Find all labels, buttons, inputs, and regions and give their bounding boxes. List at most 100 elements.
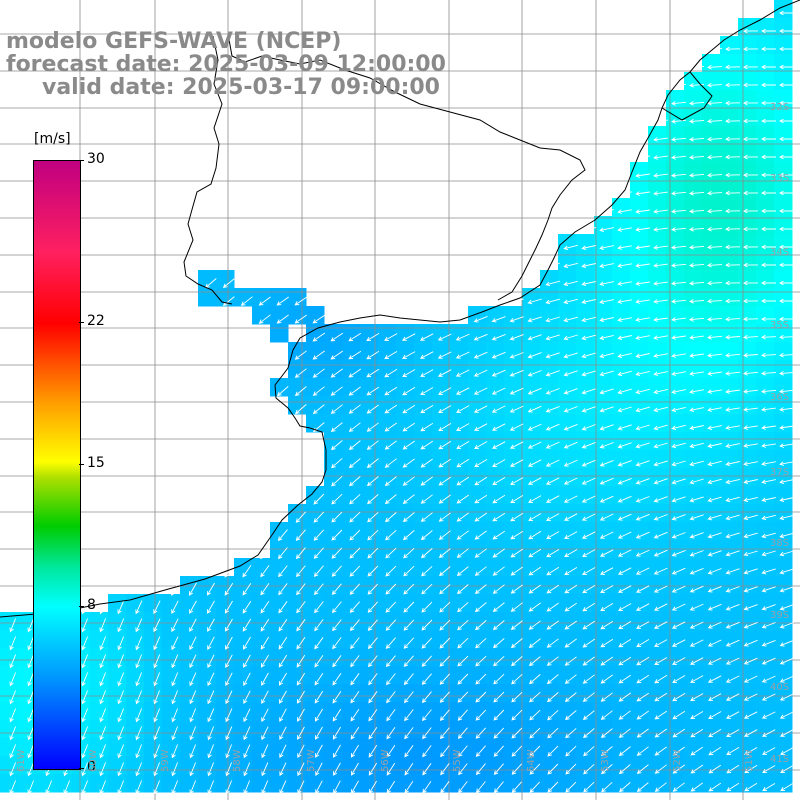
wind-arrow bbox=[599, 406, 614, 413]
wind-speed-cell bbox=[666, 90, 685, 109]
wind-arrow bbox=[743, 675, 758, 683]
wind-speed-cell bbox=[486, 522, 505, 541]
wind-arrow bbox=[707, 172, 723, 178]
wind-arrow bbox=[653, 155, 668, 160]
wind-speed-cell bbox=[630, 432, 649, 451]
wind-arrow bbox=[368, 709, 378, 722]
wind-arrow bbox=[171, 762, 179, 777]
wind-arrow bbox=[404, 745, 414, 758]
wind-speed-cell bbox=[270, 684, 289, 703]
wind-speed-cell bbox=[396, 702, 415, 721]
wind-arrow bbox=[240, 296, 253, 306]
wind-arrow bbox=[689, 639, 704, 647]
wind-speed-cell bbox=[630, 684, 649, 703]
wind-arrow bbox=[314, 601, 324, 614]
wind-speed-cell bbox=[450, 576, 469, 595]
wind-arrow bbox=[671, 209, 687, 214]
wind-arrow bbox=[689, 353, 704, 358]
wind-speed-cell bbox=[486, 576, 505, 595]
wind-arrow bbox=[744, 747, 758, 755]
wind-speed-cell bbox=[396, 576, 415, 595]
wind-arrow bbox=[761, 226, 776, 232]
wind-speed-cell bbox=[576, 666, 595, 685]
wind-arrow bbox=[743, 244, 759, 250]
wind-arrow bbox=[81, 708, 89, 723]
wind-speed-cell bbox=[360, 558, 379, 577]
wind-arrow bbox=[546, 674, 559, 685]
wind-arrow bbox=[618, 692, 631, 702]
wind-speed-cell bbox=[720, 342, 739, 361]
wind-speed-cell bbox=[702, 612, 721, 631]
wind-arrow bbox=[743, 425, 758, 430]
wind-speed-cell bbox=[396, 486, 415, 505]
wind-arrow bbox=[761, 479, 776, 485]
wind-arrow bbox=[422, 781, 432, 794]
wind-speed-cell bbox=[648, 378, 667, 397]
wind-arrow bbox=[635, 209, 650, 214]
wind-speed-cell bbox=[378, 666, 397, 685]
wind-arrow bbox=[491, 423, 506, 431]
wind-speed-cell bbox=[126, 630, 145, 649]
wind-speed-cell bbox=[540, 270, 559, 289]
wind-arrow bbox=[331, 547, 343, 559]
wind-arrow bbox=[671, 585, 686, 593]
wind-speed-cell bbox=[468, 738, 487, 757]
wind-arrow bbox=[384, 476, 397, 486]
wind-speed-cell bbox=[522, 630, 541, 649]
wind-speed-cell bbox=[450, 558, 469, 577]
wind-speed-cell bbox=[432, 558, 451, 577]
wind-arrow bbox=[243, 654, 251, 668]
wind-speed-cell bbox=[216, 612, 235, 631]
wind-speed-cell bbox=[504, 432, 523, 451]
wind-arrow bbox=[366, 458, 379, 468]
wind-speed-cell bbox=[504, 576, 523, 595]
wind-arrow bbox=[403, 637, 415, 649]
wind-speed-cell bbox=[630, 738, 649, 757]
wind-arrow bbox=[384, 440, 397, 450]
forecast-date: forecast date: 2025-03-09 12:00:00 bbox=[6, 52, 446, 77]
wind-speed-cell bbox=[774, 630, 793, 649]
wind-speed-cell bbox=[306, 612, 325, 631]
wind-arrow bbox=[153, 780, 161, 795]
wind-arrow bbox=[492, 494, 506, 504]
wind-arrow bbox=[743, 316, 759, 322]
wind-arrow bbox=[617, 513, 632, 521]
wind-arrow bbox=[458, 781, 468, 794]
wind-speed-cell bbox=[558, 252, 577, 271]
wind-arrow bbox=[779, 479, 794, 485]
wind-speed-cell bbox=[702, 738, 721, 757]
wind-speed-cell bbox=[576, 432, 595, 451]
wind-speed-cell bbox=[432, 450, 451, 469]
wind-arrow bbox=[420, 494, 433, 504]
wind-arrow bbox=[707, 208, 723, 214]
wind-speed-cell bbox=[720, 468, 739, 487]
wind-arrow bbox=[492, 530, 506, 540]
wind-speed-cell bbox=[756, 558, 775, 577]
wind-speed-cell bbox=[702, 306, 721, 325]
wind-speed-cell bbox=[612, 378, 631, 397]
wind-arrow bbox=[189, 744, 197, 759]
wind-speed-cell bbox=[486, 612, 505, 631]
wind-arrow bbox=[528, 674, 541, 685]
wind-arrow bbox=[618, 603, 632, 611]
wind-arrow bbox=[440, 763, 450, 776]
wind-arrow bbox=[331, 475, 343, 487]
wind-speed-cell bbox=[522, 288, 541, 307]
wind-speed-cell bbox=[108, 738, 127, 757]
wind-arrow bbox=[315, 780, 323, 795]
wind-speed-cell bbox=[594, 720, 613, 739]
wind-arrow bbox=[779, 190, 794, 196]
wind-arrow bbox=[403, 619, 415, 631]
wind-arrow bbox=[761, 407, 776, 412]
wind-speed-cell bbox=[54, 774, 73, 793]
wind-arrow bbox=[475, 691, 487, 703]
wind-arrow bbox=[600, 638, 614, 648]
wind-speed-cell bbox=[90, 738, 109, 757]
wind-speed-cell bbox=[252, 738, 271, 757]
wind-arrow bbox=[511, 709, 523, 721]
latitude-label: 33S bbox=[770, 173, 790, 184]
wind-arrow bbox=[635, 299, 650, 304]
wind-arrow bbox=[510, 638, 523, 649]
wind-speed-cell bbox=[414, 666, 433, 685]
wind-arrow bbox=[278, 583, 288, 596]
